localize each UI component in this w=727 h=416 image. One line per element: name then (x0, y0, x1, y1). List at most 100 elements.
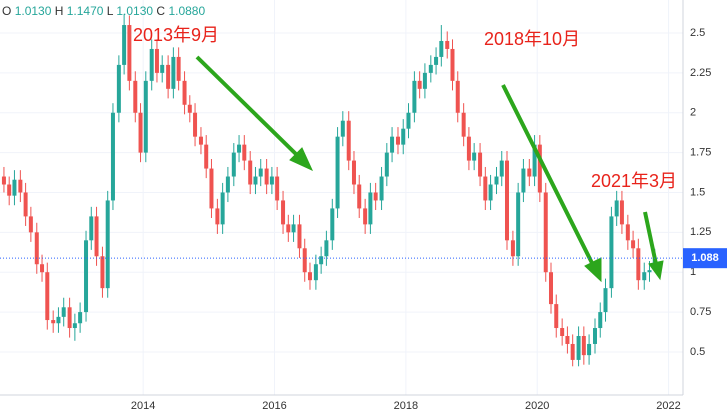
x-tick-label: 2018 (394, 400, 418, 412)
candle-body (110, 112, 115, 201)
candle-body (23, 192, 28, 217)
candle-body (40, 264, 45, 273)
candle-body (461, 112, 466, 137)
annotation: 2021年3月 (591, 171, 677, 191)
candle-body (504, 160, 509, 241)
candle-body (67, 307, 72, 329)
arrowhead (648, 260, 664, 281)
arrow (643, 211, 658, 265)
candle-body (412, 80, 417, 113)
candle-body (56, 316, 61, 324)
y-tick-label: 1 (690, 266, 696, 278)
header-o: O (2, 4, 11, 18)
y-tick-label: 0.75 (690, 306, 711, 318)
arrows (195, 55, 664, 283)
candle-body (133, 80, 138, 113)
price-label: 1.088 (691, 252, 719, 264)
candle-body (351, 160, 356, 185)
candle-body (138, 112, 143, 153)
candle-body (264, 168, 269, 185)
candle-body (631, 240, 636, 249)
candle-body (521, 168, 526, 193)
arrowhead (289, 147, 314, 172)
candle-body (291, 224, 296, 233)
annotation: 2018年10月 (484, 29, 580, 49)
candle-body (494, 176, 499, 185)
candle-body (154, 48, 159, 73)
candle-body (237, 144, 242, 153)
candle-body (281, 200, 286, 225)
candle-body (390, 136, 395, 153)
candle-body (548, 272, 553, 305)
candle-body (166, 64, 171, 89)
candle-body (143, 80, 148, 153)
candle-body (51, 320, 56, 324)
y-tick-label: 2.25 (690, 67, 711, 79)
header-high: 1.1470 (67, 4, 104, 18)
header-close: 1.0880 (168, 4, 205, 18)
y-tick-label: 0.5 (690, 346, 705, 358)
candle-body (198, 136, 203, 145)
y-tick-label: 1.75 (690, 147, 711, 159)
candle-body (187, 104, 192, 113)
candle-body (510, 240, 515, 257)
candle-body (176, 56, 181, 81)
candle-body (324, 240, 329, 257)
candle-body (450, 48, 455, 81)
candle-body (619, 200, 624, 225)
candle-body (363, 208, 368, 225)
arrowhead (584, 257, 602, 283)
candle-body (248, 160, 253, 185)
candle-body (100, 256, 105, 289)
candle-body (439, 40, 444, 57)
candle-body (209, 168, 214, 209)
candle-body (307, 272, 312, 281)
candle-body (554, 304, 559, 329)
candle-body (532, 144, 537, 177)
candle-body (636, 248, 641, 281)
arrow (195, 55, 302, 160)
candle-body (581, 335, 586, 356)
candle-body (543, 192, 548, 273)
candle-body (472, 152, 477, 161)
candle-body (422, 72, 427, 89)
x-tick-label: 2016 (262, 400, 286, 412)
header-open: 1.0130 (15, 4, 52, 18)
candle-body (592, 328, 597, 344)
candle-body (78, 312, 83, 324)
candle-body (368, 192, 373, 225)
candle-body (302, 248, 307, 273)
candle-body (12, 179, 17, 196)
candle-body (598, 312, 603, 329)
candle-body (406, 112, 411, 129)
candle-body (455, 80, 460, 113)
x-tick-label: 2022 (656, 400, 680, 412)
x-tick-label: 2020 (525, 400, 549, 412)
candle-body (483, 176, 488, 201)
candle-body (275, 176, 280, 201)
candle-body (516, 192, 521, 257)
candle-body (258, 168, 263, 177)
candle-body (28, 216, 33, 233)
candle-body (116, 64, 121, 113)
candle-body (61, 307, 66, 317)
candle-body (401, 128, 406, 145)
y-tick-label: 1.5 (690, 186, 705, 198)
ohlc-header: O 1.0130 H 1.1470 L 1.0130 C 1.0880 (2, 4, 205, 18)
candle-body (242, 144, 247, 161)
candle-body (215, 208, 220, 225)
candle-body (94, 216, 99, 257)
header-low: 1.0130 (116, 4, 153, 18)
y-tick-label: 2.5 (690, 27, 705, 39)
candle-body (434, 56, 439, 65)
candle-body (330, 208, 335, 241)
candle-body (45, 272, 50, 321)
price-label-box (683, 248, 727, 269)
candle-body (72, 323, 77, 329)
annotation: 2013年9月 (133, 25, 219, 45)
candle-body (105, 200, 110, 289)
candle-body (417, 80, 422, 89)
candle-body (373, 192, 378, 201)
candle-body (253, 176, 258, 185)
